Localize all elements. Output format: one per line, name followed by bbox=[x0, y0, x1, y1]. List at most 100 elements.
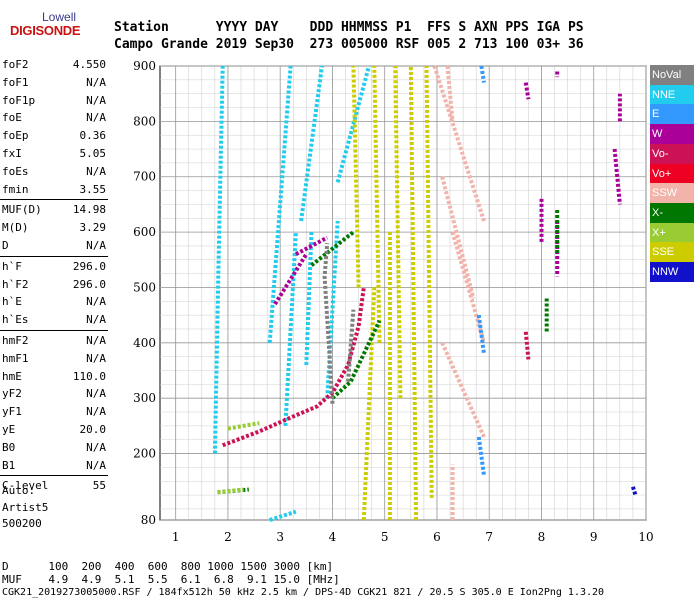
trace-noval bbox=[346, 309, 356, 382]
param-value: 5.05 bbox=[79, 147, 107, 160]
param-value: N/A bbox=[86, 111, 106, 125]
y-tick-label: 80 bbox=[141, 513, 156, 527]
param-value: 20.0 bbox=[79, 423, 107, 436]
param-value: N/A bbox=[86, 440, 106, 454]
param-name: foF1 bbox=[2, 75, 29, 89]
param-row: D N/A bbox=[2, 237, 106, 255]
trace-ssw bbox=[445, 65, 455, 122]
param-name: foEs bbox=[2, 164, 29, 178]
param-row: C-level 55 bbox=[2, 477, 106, 495]
trace-sse bbox=[372, 65, 382, 343]
trace-noval bbox=[322, 243, 335, 404]
x-tick-label: 5 bbox=[381, 530, 389, 544]
x-tick-label: 4 bbox=[329, 530, 337, 544]
param-name: h`F bbox=[2, 259, 22, 273]
header-line1: Station YYYY DAY DDD HHMMSS P1 FFS S AXN… bbox=[114, 20, 584, 35]
param-name: D bbox=[2, 239, 9, 252]
auto-artist: Artist5 bbox=[2, 501, 49, 514]
param-value: 110.0 bbox=[72, 369, 106, 383]
param-value: N/A bbox=[86, 313, 106, 327]
param-name: yF2 bbox=[2, 387, 22, 401]
param-name: hmF2 bbox=[2, 334, 29, 347]
param-name: MUF(D) bbox=[2, 203, 42, 217]
param-value: N/A bbox=[86, 387, 106, 401]
trace-ssw bbox=[440, 176, 476, 299]
param-row: fxI 5.05 bbox=[2, 145, 106, 163]
param-value: N/A bbox=[86, 164, 106, 178]
trace-nne bbox=[325, 220, 340, 399]
trace-ssw bbox=[450, 231, 486, 344]
trace-ssw bbox=[432, 65, 486, 222]
trace-nne bbox=[304, 232, 314, 366]
x-tick-label: 6 bbox=[433, 530, 441, 544]
trace-e bbox=[476, 436, 486, 476]
trace-w bbox=[612, 148, 622, 205]
param-name: fmin bbox=[2, 182, 29, 196]
y-tick-label: 900 bbox=[133, 59, 156, 73]
param-name: foE bbox=[2, 111, 22, 125]
trace-nne bbox=[283, 231, 298, 427]
y-tick-label: 300 bbox=[133, 391, 156, 405]
header-line2: Campo Grande 2019 Sep30 273 005000 RSF 0… bbox=[114, 37, 584, 52]
param-row: B1 N/A bbox=[2, 457, 106, 475]
param-value: 296.0 bbox=[72, 277, 106, 291]
legend-item: X+ bbox=[650, 222, 694, 243]
param-row: hmE 110.0 bbox=[2, 368, 106, 386]
param-value: 0.36 bbox=[79, 129, 107, 143]
footer-muf-line: MUF 4.9 4.9 5.1 5.5 6.1 6.8 9.1 15.0 [MH… bbox=[2, 573, 340, 586]
legend-item: NNE bbox=[650, 84, 694, 105]
param-row: foF1p N/A bbox=[2, 92, 106, 110]
param-value: N/A bbox=[86, 405, 106, 419]
trace-sse bbox=[351, 65, 361, 288]
trace-w bbox=[523, 82, 531, 100]
param-name: foF2 bbox=[2, 58, 29, 71]
param-name: B0 bbox=[2, 440, 16, 454]
param-row: yE 20.0 bbox=[2, 421, 106, 439]
param-separator bbox=[0, 475, 108, 477]
param-name: fxI bbox=[2, 147, 22, 160]
logo-lowell: Lowell bbox=[42, 10, 77, 24]
param-name: foEp bbox=[2, 129, 29, 143]
param-value: N/A bbox=[86, 239, 106, 252]
trace-sse bbox=[393, 65, 403, 399]
param-separator bbox=[0, 199, 108, 201]
trace-sse bbox=[361, 287, 377, 521]
y-tick-label: 500 bbox=[133, 280, 156, 294]
legend-item: SSW bbox=[650, 183, 694, 204]
x-tick-label: 10 bbox=[638, 530, 653, 544]
param-row: foE N/A bbox=[2, 109, 106, 127]
x-tick-label: 7 bbox=[485, 530, 493, 544]
param-value: N/A bbox=[86, 93, 106, 107]
trace-nne bbox=[335, 65, 371, 183]
param-value: 3.29 bbox=[79, 221, 107, 235]
footer-d-line: D 100 200 400 600 800 1000 1500 3000 [km… bbox=[2, 560, 334, 573]
param-name: h`F2 bbox=[2, 277, 29, 291]
param-value: N/A bbox=[86, 295, 106, 309]
param-row: MUF(D) 14.98 bbox=[2, 201, 106, 219]
param-row: yF2 N/A bbox=[2, 385, 106, 403]
param-name: h`E bbox=[2, 295, 22, 309]
legend-item: W bbox=[650, 124, 694, 145]
param-row: foEp 0.36 bbox=[2, 127, 106, 145]
trace-x- bbox=[331, 319, 382, 400]
logo-digisonde: DIGISONDE bbox=[10, 23, 81, 38]
footer-file-info: CGK21_2019273005000.RSF / 184fx512h 50 k… bbox=[2, 587, 605, 598]
param-value: 296.0 bbox=[72, 259, 106, 273]
legend-item: Vo- bbox=[650, 143, 694, 164]
trace-nne bbox=[299, 65, 324, 222]
param-name: yF1 bbox=[2, 405, 22, 419]
ionogram-plot: 1 2 3 4 5 6 7 8 9 10 80 200 300 400 500 600 700 800 900 bbox=[133, 59, 654, 544]
param-value: N/A bbox=[86, 458, 106, 472]
trace-e bbox=[476, 314, 486, 355]
y-tick-label: 700 bbox=[133, 170, 156, 184]
trace-e bbox=[479, 65, 486, 83]
param-name: h`Es bbox=[2, 313, 29, 327]
param-value: N/A bbox=[86, 334, 106, 347]
x-tick-label: 8 bbox=[538, 530, 546, 544]
trace-x- bbox=[227, 421, 260, 431]
y-tick-label: 600 bbox=[133, 225, 156, 239]
trace-nne bbox=[212, 65, 225, 454]
legend-item: X- bbox=[650, 202, 694, 223]
auto-label: Auto: bbox=[2, 484, 36, 497]
trace-nnw bbox=[630, 486, 638, 496]
